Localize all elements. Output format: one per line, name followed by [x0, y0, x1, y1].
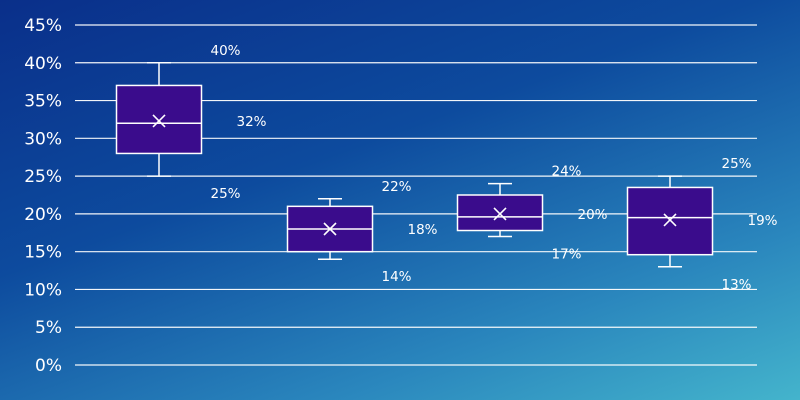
min-label: 25% — [211, 186, 241, 202]
mean-marker — [493, 207, 507, 221]
y-tick-label: 30% — [24, 129, 62, 149]
y-tick-label: 45% — [24, 16, 62, 36]
mean-marker-stroke — [323, 222, 337, 236]
mean-label: 32% — [237, 114, 267, 130]
iqr-box — [626, 186, 714, 256]
y-tick-label: 25% — [24, 167, 62, 187]
mean-label: 18% — [408, 222, 438, 238]
max-label: 22% — [382, 179, 412, 195]
box-1: 40% 32% 25% — [115, 43, 267, 202]
min-label: 13% — [722, 277, 752, 293]
y-tick-label: 40% — [24, 54, 62, 74]
mean-marker — [663, 213, 677, 227]
min-label: 14% — [382, 269, 412, 285]
box-3: 24% 20% 17% — [456, 164, 608, 263]
mean-marker-stroke — [663, 213, 677, 227]
y-tick-label: 20% — [24, 205, 62, 225]
mean-marker — [152, 114, 166, 128]
mean-marker — [323, 222, 337, 236]
iqr-box — [115, 84, 203, 155]
y-tick-label: 15% — [24, 243, 62, 263]
max-label: 25% — [722, 156, 752, 172]
mean-marker-stroke — [152, 114, 166, 128]
y-axis-tick-labels: 0% 5% 10% 15% 20% 25% 30% 35% 40% 45% — [24, 16, 62, 376]
box-4: 25% 19% 13% — [626, 156, 778, 293]
y-tick-label: 35% — [24, 92, 62, 112]
iqr-box — [456, 194, 544, 232]
y-tick-label: 10% — [24, 280, 62, 300]
y-tick-label: 0% — [35, 356, 62, 376]
max-label: 40% — [211, 43, 241, 59]
mean-marker-stroke — [493, 207, 507, 221]
y-tick-label: 5% — [35, 318, 62, 338]
min-label: 17% — [552, 247, 582, 263]
boxes: 40% 32% 25% 22% 18% 14% 24% 20% 17% 25% 19% 13% — [115, 43, 778, 293]
box-2: 22% 18% 14% — [286, 179, 438, 285]
mean-label: 20% — [578, 207, 608, 223]
mean-label: 19% — [748, 213, 778, 229]
max-label: 24% — [552, 164, 582, 180]
